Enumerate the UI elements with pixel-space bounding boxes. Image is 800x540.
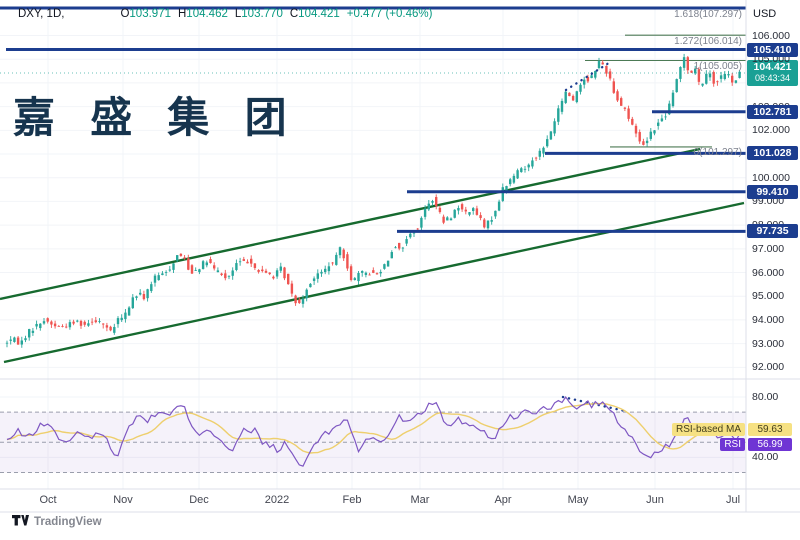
- open-value: 103.971: [129, 8, 171, 20]
- price-tick-label: 100.000: [752, 171, 790, 184]
- rsi-line[interactable]: [6, 395, 741, 467]
- fib-level-label: 1(105.005): [693, 61, 742, 72]
- last-price-value: 104.421: [753, 61, 792, 73]
- tradingview-logo-text: TradingView: [34, 515, 102, 528]
- rsi-tick-label: 40.00: [752, 451, 779, 464]
- time-axis-label: Apr: [494, 494, 512, 506]
- fib-level-label: 0(101.297): [693, 147, 742, 158]
- fib-extension-lines[interactable]: [585, 34, 746, 148]
- rsi-legend-label[interactable]: RSI: [720, 438, 745, 451]
- close-label: C: [289, 8, 299, 20]
- time-axis-label: Jul: [725, 494, 741, 506]
- change-value: +0.477 (+0.46%): [346, 8, 433, 20]
- low-label: L: [234, 8, 242, 20]
- price-level-badge: 99.410: [747, 184, 798, 199]
- time-axis-label: Jun: [646, 494, 664, 506]
- price-tick-label: 93.000: [752, 337, 785, 350]
- rsi-ma-line[interactable]: [6, 402, 740, 454]
- price-tick-label: 96.000: [752, 266, 785, 279]
- time-axis-label: Mar: [410, 494, 430, 506]
- time-axis-label: Oct: [39, 494, 57, 506]
- time-axis-label: Dec: [189, 494, 209, 506]
- divergence-line[interactable]: [564, 59, 614, 92]
- rsi-ma-legend-label[interactable]: RSI-based MA: [671, 423, 745, 436]
- time-axis-label: 2022: [264, 494, 290, 506]
- time-axis-label: Nov: [113, 494, 133, 506]
- rsi-tick-label: 80.00: [752, 391, 779, 403]
- rsi-value-chip: 56.99: [748, 438, 792, 451]
- tradingview-logo-icon: [12, 515, 29, 526]
- watermark-text: 嘉 盛 集 团: [13, 94, 299, 141]
- gridlines: [0, 8, 746, 489]
- low-value: 103.770: [241, 8, 283, 20]
- price-tick-label: 95.000: [752, 290, 785, 303]
- last-price-badge: 104.421 08:43:34: [747, 60, 798, 86]
- horizontal-level-lines[interactable]: [0, 6, 746, 233]
- price-level-badge: 102.781: [747, 104, 798, 119]
- price-tick-label: 106.000: [752, 29, 790, 42]
- high-value: 104.462: [186, 8, 228, 20]
- price-tick-label: 94.000: [752, 313, 785, 326]
- price-tick-label: 97.000: [752, 242, 785, 255]
- symbol-name[interactable]: DXY, 1D,: [18, 8, 65, 20]
- currency-label: USD: [753, 8, 777, 20]
- symbol-legend: DXY, 1D, O 103.971 H 104.462 L 103.770 C 104…: [18, 8, 432, 20]
- price-tick-label: 102.000: [752, 124, 790, 137]
- price-tick-label: 92.000: [752, 361, 785, 374]
- bar-countdown: 08:43:34: [754, 73, 791, 83]
- time-axis-label: May: [567, 494, 589, 506]
- close-value: 104.421: [298, 8, 340, 20]
- high-label: H: [177, 8, 187, 20]
- rsi-ma-value-chip: 59.63: [748, 423, 792, 436]
- fib-level-label: 1.618(107.297): [674, 9, 742, 20]
- fib-level-label: 1.272(106.014): [674, 36, 742, 47]
- tradingview-logo[interactable]: TradingView: [12, 515, 102, 528]
- price-level-badge: 105.410: [747, 42, 798, 57]
- time-axis-label: Feb: [342, 494, 362, 506]
- open-label: O: [120, 8, 130, 20]
- price-level-badge: 101.028: [747, 146, 798, 161]
- trend-channel[interactable]: [0, 147, 745, 364]
- price-level-badge: 97.735: [747, 224, 798, 239]
